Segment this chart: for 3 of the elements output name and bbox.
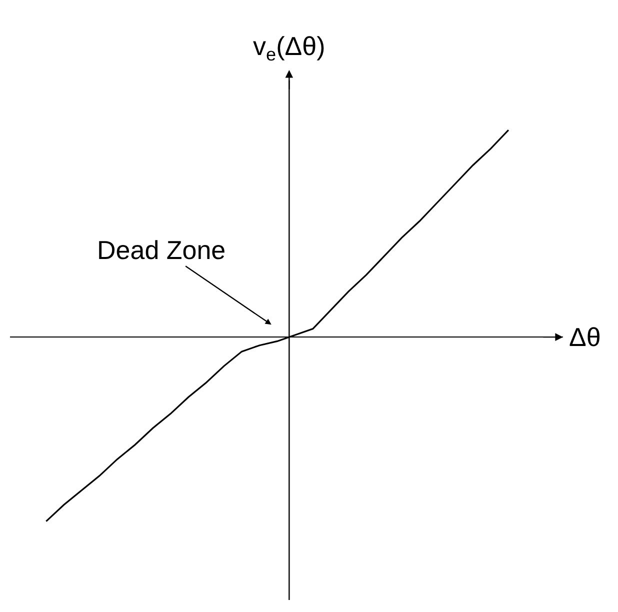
annotation: Dead Zone — [97, 235, 226, 265]
x-axis-title: Δθ — [569, 322, 601, 352]
y-axis-title: v$_{e}$(Δθ) — [253, 31, 326, 64]
